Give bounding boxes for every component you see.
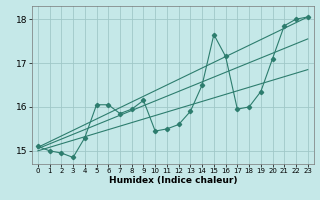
X-axis label: Humidex (Indice chaleur): Humidex (Indice chaleur) — [108, 176, 237, 185]
